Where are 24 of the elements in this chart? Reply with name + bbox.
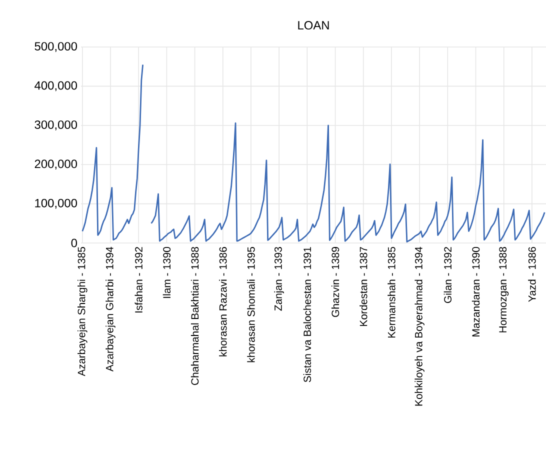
x-tick-label: Hormozgan - 1388 — [499, 247, 509, 332]
y-tick-label: 500,000 — [34, 42, 78, 52]
x-tick-label: Azarbayejan Gharbi - 1394 — [106, 246, 116, 372]
y-tick-label: 400,000 — [34, 81, 78, 92]
x-tick-label: khorasan Shomali - 1395 — [247, 246, 255, 362]
x-tick-label: Chaharmahal Bakhtiari - 1388 — [190, 247, 199, 385]
y-tick-label: 0 — [71, 238, 78, 248]
y-tick-label: 300,000 — [34, 120, 78, 130]
x-tick-label: Mazandaran - 1390 — [472, 246, 480, 336]
x-tick-label: Ghazvin - 1389 — [331, 247, 340, 317]
x-tick-label: Yazd - 1386 — [528, 246, 536, 302]
x-tick-label: Gilan - 1392 — [444, 247, 452, 303]
x-tick-label: Azarbayejan Sharghi - 1385 — [78, 246, 88, 376]
x-tick-label: Isfahan - 1392 — [134, 247, 142, 312]
y-tick-label: 100,000 — [35, 198, 78, 209]
x-tick-label: Sistan va Balochestan - 1391 — [303, 247, 312, 382]
x-tick-label: Ilam - 1390 — [162, 246, 171, 298]
y-tick-label: 200,000 — [34, 160, 78, 170]
chart-title: LOAN — [298, 21, 329, 30]
x-tick-label: Zanjan - 1393 — [274, 246, 284, 311]
x-tick-label: khorasan Razavi - 1386 — [219, 247, 227, 356]
x-tick-label: Kermanshah - 1385 — [388, 246, 396, 338]
x-tick-label: Kordestan - 1387 — [360, 247, 368, 326]
x-tick-label: Kohkiloyeh va Boyerahmad - 1394 — [414, 246, 424, 406]
